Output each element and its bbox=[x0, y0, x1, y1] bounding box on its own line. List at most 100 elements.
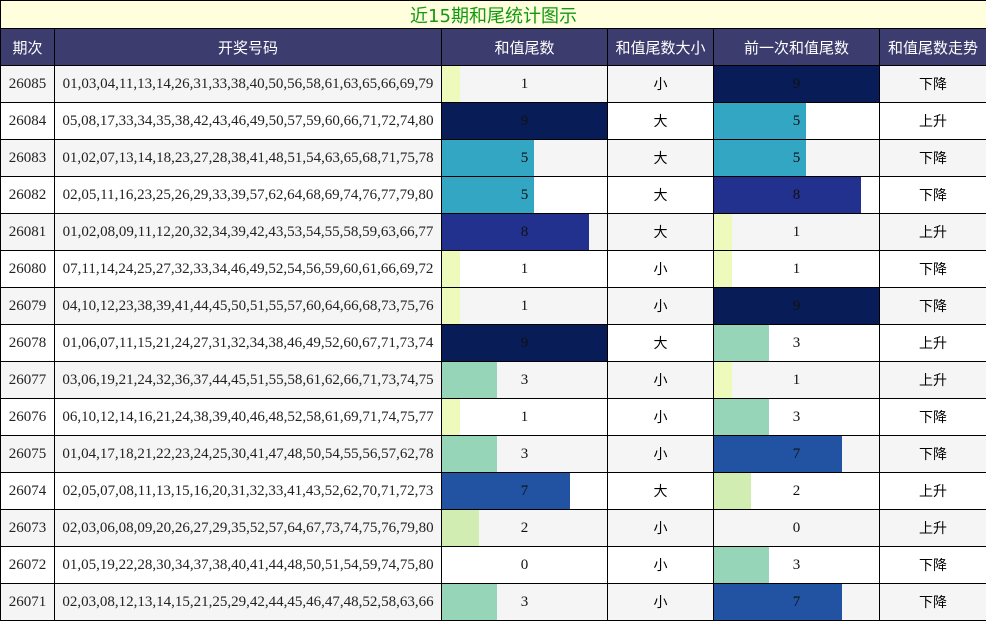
size-cell: 大 bbox=[607, 139, 714, 177]
period-cell: 26081 bbox=[0, 213, 55, 251]
numbers-cell: 02,03,06,08,09,20,26,27,29,35,52,57,64,6… bbox=[54, 509, 442, 547]
prev-tail-bar bbox=[714, 140, 806, 176]
numbers-cell: 01,05,19,22,28,30,34,37,38,40,41,44,48,5… bbox=[54, 546, 442, 584]
trend-cell: 下降 bbox=[879, 139, 986, 177]
prev-tail-value: 0 bbox=[792, 520, 801, 536]
prev-tail-value: 3 bbox=[792, 409, 801, 425]
numbers-cell: 01,02,07,13,14,18,23,27,28,38,41,48,51,5… bbox=[54, 139, 442, 177]
trend-cell: 下降 bbox=[879, 398, 986, 436]
header-tail: 和值尾数 bbox=[441, 28, 608, 66]
period-cell: 26078 bbox=[0, 324, 55, 362]
numbers-cell: 02,05,11,16,23,25,26,29,33,39,57,62,64,6… bbox=[54, 176, 442, 214]
trend-cell: 下降 bbox=[879, 583, 986, 621]
period-cell: 26071 bbox=[0, 583, 55, 621]
table-row: 26084 05,08,17,33,34,35,38,42,43,46,49,5… bbox=[0, 102, 986, 140]
tail-value: 3 bbox=[520, 446, 529, 462]
tail-cell: 8 bbox=[441, 213, 608, 251]
header-numbers: 开奖号码 bbox=[54, 28, 442, 66]
trend-cell: 上升 bbox=[879, 472, 986, 510]
table-row: 26074 02,05,07,08,11,13,15,16,20,31,32,3… bbox=[0, 472, 986, 510]
numbers-cell: 03,06,19,21,24,32,36,37,44,45,51,55,58,6… bbox=[54, 361, 442, 399]
tail-cell: 9 bbox=[441, 102, 608, 140]
prev-tail-value: 9 bbox=[792, 298, 801, 314]
prev-tail-bar bbox=[714, 288, 879, 324]
period-cell: 26080 bbox=[0, 250, 55, 288]
size-cell: 小 bbox=[607, 509, 714, 547]
prev-tail-value: 1 bbox=[792, 372, 801, 388]
tail-value: 5 bbox=[520, 187, 529, 203]
prev-tail-value: 5 bbox=[792, 113, 801, 129]
prev-tail-cell: 9 bbox=[713, 287, 880, 325]
tail-cell: 1 bbox=[441, 398, 608, 436]
size-cell: 小 bbox=[607, 398, 714, 436]
prev-tail-value: 5 bbox=[792, 150, 801, 166]
tail-bar bbox=[442, 288, 461, 324]
period-cell: 26083 bbox=[0, 139, 55, 177]
trend-cell: 上升 bbox=[879, 102, 986, 140]
numbers-cell: 07,11,14,24,25,27,32,33,34,46,49,52,54,5… bbox=[54, 250, 442, 288]
tail-bar bbox=[442, 510, 479, 546]
tail-cell: 1 bbox=[441, 65, 608, 103]
trend-cell: 上升 bbox=[879, 324, 986, 362]
period-cell: 26075 bbox=[0, 435, 55, 473]
tail-bar bbox=[442, 251, 461, 287]
size-cell: 小 bbox=[607, 65, 714, 103]
tail-value: 3 bbox=[520, 372, 529, 388]
size-cell: 小 bbox=[607, 250, 714, 288]
prev-tail-cell: 2 bbox=[713, 472, 880, 510]
prev-tail-cell: 7 bbox=[713, 435, 880, 473]
trend-cell: 下降 bbox=[879, 250, 986, 288]
tail-value: 9 bbox=[520, 113, 529, 129]
table-row: 26079 04,10,12,23,38,39,41,44,45,50,51,5… bbox=[0, 287, 986, 325]
tail-value: 2 bbox=[520, 520, 529, 536]
tail-bar bbox=[442, 66, 461, 102]
period-cell: 26077 bbox=[0, 361, 55, 399]
tail-value: 9 bbox=[520, 335, 529, 351]
size-cell: 大 bbox=[607, 102, 714, 140]
prev-tail-value: 3 bbox=[792, 335, 801, 351]
tail-bar bbox=[442, 325, 607, 361]
prev-tail-value: 9 bbox=[792, 76, 801, 92]
table-row: 26080 07,11,14,24,25,27,32,33,34,46,49,5… bbox=[0, 250, 986, 288]
tail-value: 3 bbox=[520, 594, 529, 610]
prev-tail-value: 2 bbox=[792, 483, 801, 499]
prev-tail-cell: 9 bbox=[713, 65, 880, 103]
tail-bar bbox=[442, 177, 534, 213]
tail-bar bbox=[442, 473, 571, 509]
tail-value: 7 bbox=[520, 483, 529, 499]
table-row: 26073 02,03,06,08,09,20,26,27,29,35,52,5… bbox=[0, 509, 986, 547]
numbers-cell: 04,10,12,23,38,39,41,44,45,50,51,55,57,6… bbox=[54, 287, 442, 325]
period-cell: 26084 bbox=[0, 102, 55, 140]
table-row: 26085 01,03,04,11,13,14,26,31,33,38,40,5… bbox=[0, 65, 986, 103]
numbers-cell: 01,04,17,18,21,22,23,24,25,30,41,47,48,5… bbox=[54, 435, 442, 473]
tail-value: 1 bbox=[520, 298, 529, 314]
numbers-cell: 02,03,08,12,13,14,15,21,25,29,42,44,45,4… bbox=[54, 583, 442, 621]
table-row: 26075 01,04,17,18,21,22,23,24,25,30,41,4… bbox=[0, 435, 986, 473]
tail-cell: 2 bbox=[441, 509, 608, 547]
tail-bar bbox=[442, 103, 607, 139]
prev-tail-bar bbox=[714, 251, 733, 287]
tail-bar bbox=[442, 399, 461, 435]
tail-cell: 0 bbox=[441, 546, 608, 584]
size-cell: 大 bbox=[607, 213, 714, 251]
size-cell: 小 bbox=[607, 287, 714, 325]
tail-cell: 5 bbox=[441, 139, 608, 177]
tail-cell: 7 bbox=[441, 472, 608, 510]
tail-bar bbox=[442, 214, 589, 250]
prev-tail-value: 3 bbox=[792, 557, 801, 573]
size-cell: 大 bbox=[607, 472, 714, 510]
trend-cell: 上升 bbox=[879, 361, 986, 399]
header-trend: 和值尾数走势 bbox=[879, 28, 986, 66]
tail-value: 1 bbox=[520, 76, 529, 92]
prev-tail-cell: 1 bbox=[713, 361, 880, 399]
prev-tail-bar bbox=[714, 325, 769, 361]
numbers-cell: 01,02,08,09,11,12,20,32,34,39,42,43,53,5… bbox=[54, 213, 442, 251]
period-cell: 26082 bbox=[0, 176, 55, 214]
prev-tail-bar bbox=[714, 547, 769, 583]
numbers-cell: 02,05,07,08,11,13,15,16,20,31,32,33,41,4… bbox=[54, 472, 442, 510]
table-row: 26077 03,06,19,21,24,32,36,37,44,45,51,5… bbox=[0, 361, 986, 399]
trend-cell: 下降 bbox=[879, 435, 986, 473]
numbers-cell: 01,06,07,11,15,21,24,27,31,32,34,38,46,4… bbox=[54, 324, 442, 362]
tail-bar bbox=[442, 584, 497, 620]
